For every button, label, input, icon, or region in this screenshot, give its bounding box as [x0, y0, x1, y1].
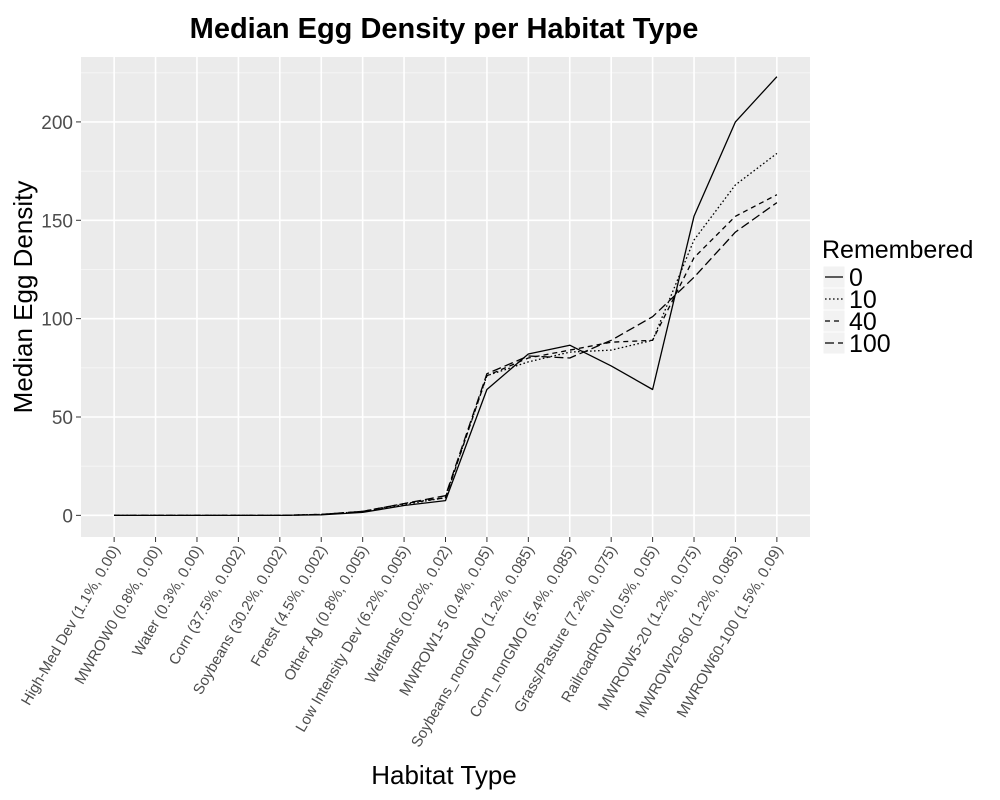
legend-label-0: 0 — [849, 264, 863, 292]
x-axis-title: Habitat Type — [371, 760, 517, 790]
legend-label-10: 10 — [849, 286, 877, 314]
legend-label-40: 40 — [849, 308, 877, 336]
x-tick-label: Corn (37.5%, 0.002) — [166, 543, 248, 668]
series-lines — [114, 76, 778, 517]
x-tick-label: Forest (4.5%, 0.002) — [248, 543, 331, 670]
y-tick-label: 0 — [62, 506, 73, 527]
y-tick-label: 50 — [52, 408, 73, 429]
legend-label-100: 100 — [849, 330, 891, 358]
x-axis: High-Med Dev (1.1%, 0.00)MWROW0 (0.8%, 0… — [18, 537, 786, 750]
y-tick-label: 100 — [41, 310, 73, 331]
chart-title: Median Egg Density per Habitat Type — [190, 13, 699, 45]
series-line-10 — [114, 152, 778, 517]
legend-title: Remembered — [822, 236, 973, 264]
y-tick-label: 200 — [41, 113, 73, 134]
plot-panel — [81, 57, 810, 537]
y-axis: 0 50 100 150 200 — [41, 113, 81, 527]
series-line-100 — [114, 202, 778, 517]
y-axis-title: Median Egg Density — [8, 181, 38, 414]
y-tick-label: 150 — [41, 211, 73, 232]
